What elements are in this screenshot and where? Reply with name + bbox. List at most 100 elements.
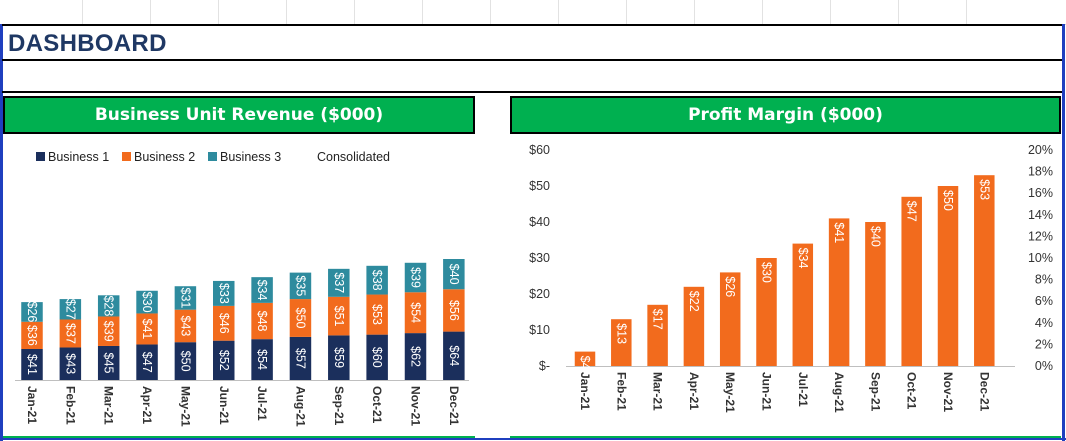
profit-chart-header: Profit Margin ($000) xyxy=(510,96,1061,134)
data-label: $31 xyxy=(178,288,192,309)
bar-business-2 xyxy=(136,313,158,345)
revenue-chart-header: Business Unit Revenue ($000) xyxy=(3,96,475,134)
bar-business-1 xyxy=(97,345,120,380)
bar-business-3 xyxy=(21,302,43,322)
y2-tick-label: 0% xyxy=(1035,359,1053,373)
y-tick-label: $60 xyxy=(529,143,550,157)
bar-business-3 xyxy=(328,268,350,297)
bar-business-3 xyxy=(59,299,82,320)
data-label: $28 xyxy=(102,295,116,316)
data-label: $35 xyxy=(293,275,307,296)
revenue-panel-bottom xyxy=(3,436,475,438)
bar-business-1 xyxy=(136,344,158,380)
bar-business-2 xyxy=(404,292,427,334)
data-label: $39 xyxy=(102,321,116,342)
bar-business-1 xyxy=(174,342,197,380)
y2-tick-label: 8% xyxy=(1035,273,1053,287)
bar-profit xyxy=(611,319,632,366)
data-label: $53 xyxy=(977,179,991,200)
data-label: $43 xyxy=(63,353,77,374)
sheet-gridline xyxy=(490,0,491,24)
sheet-gridline xyxy=(762,0,763,24)
bar-business-3 xyxy=(443,259,465,290)
dashboard-border-left xyxy=(0,24,3,441)
x-tick-label: Nov-21 xyxy=(941,372,955,412)
x-tick-label: Jul-21 xyxy=(796,372,810,407)
bar-business-3 xyxy=(136,290,158,314)
x-tick-label: Sep-21 xyxy=(868,372,882,412)
data-label: $57 xyxy=(293,348,307,369)
y-tick-label: $- xyxy=(539,359,550,373)
x-tick-label: Oct-21 xyxy=(370,386,384,424)
data-label: $30 xyxy=(140,292,154,313)
bar-business-3 xyxy=(366,265,388,295)
sheet-gridline xyxy=(626,0,627,24)
data-label: $4 xyxy=(578,356,592,370)
bar-profit xyxy=(647,304,668,366)
y2-tick-label: 12% xyxy=(1028,229,1053,243)
y2-tick-label: 18% xyxy=(1028,165,1053,179)
data-label: $37 xyxy=(63,323,77,344)
bar-profit xyxy=(974,175,995,366)
data-label: $45 xyxy=(102,353,116,374)
y-tick-label: $10 xyxy=(529,323,550,337)
profit-chart-title: Profit Margin ($000) xyxy=(688,105,883,125)
x-tick-label: Feb-21 xyxy=(614,372,628,411)
bar-business-1 xyxy=(328,335,350,380)
bar-business-2 xyxy=(366,294,388,335)
data-label: $50 xyxy=(941,190,955,211)
sheet-gridline xyxy=(150,0,151,24)
data-label: $22 xyxy=(687,291,701,312)
x-tick-label: Jul-21 xyxy=(255,386,269,421)
x-tick-label: Sep-21 xyxy=(332,386,346,426)
x-tick-label: Mar-21 xyxy=(651,372,665,411)
data-label: $62 xyxy=(409,346,423,367)
data-label: $40 xyxy=(447,264,461,285)
data-label: $30 xyxy=(760,262,774,283)
dashboard-title: DASHBOARD xyxy=(8,30,167,57)
sheet-gridline xyxy=(218,0,219,24)
sheet-gridline xyxy=(694,0,695,24)
data-label: $60 xyxy=(370,347,384,368)
data-label: $47 xyxy=(905,201,919,222)
data-label: $46 xyxy=(217,313,231,334)
bar-profit xyxy=(828,218,850,366)
data-label: $51 xyxy=(332,306,346,327)
sheet-gridline xyxy=(286,0,287,24)
data-label: $41 xyxy=(140,319,154,340)
legend-label-business-1: Business 1 xyxy=(48,150,109,164)
y2-tick-label: 10% xyxy=(1028,251,1053,265)
bar-business-1 xyxy=(59,347,82,380)
data-label: $59 xyxy=(332,347,346,368)
legend-swatch-business-1 xyxy=(36,152,45,161)
x-tick-label: Jun-21 xyxy=(217,386,231,425)
x-tick-label: Feb-21 xyxy=(63,386,77,425)
legend-label-consolidated: Consolidated xyxy=(317,150,390,164)
data-label: $38 xyxy=(370,270,384,291)
y2-tick-label: 4% xyxy=(1035,316,1053,330)
y-tick-label: $40 xyxy=(529,215,550,229)
profit-panel-bottom xyxy=(510,436,1061,438)
legend-label-business-2: Business 2 xyxy=(134,150,195,164)
data-label: $34 xyxy=(796,248,810,269)
bar-business-2 xyxy=(21,321,43,349)
data-label: $50 xyxy=(178,351,192,372)
x-tick-label: Jan-21 xyxy=(25,386,39,424)
bar-business-3 xyxy=(289,272,312,300)
bar-profit xyxy=(574,351,596,366)
data-label: $41 xyxy=(25,354,39,375)
bar-business-2 xyxy=(174,309,197,343)
data-label: $41 xyxy=(832,222,846,243)
data-label: $64 xyxy=(447,345,461,366)
data-label: $17 xyxy=(651,309,665,330)
legend-label-business-3: Business 3 xyxy=(220,150,281,164)
x-tick-label: Apr-21 xyxy=(140,386,154,424)
bar-business-1 xyxy=(404,333,427,380)
bar-profit xyxy=(937,186,959,366)
bar-profit xyxy=(719,272,741,366)
bar-business-2 xyxy=(443,289,465,332)
bar-business-1 xyxy=(21,348,43,380)
bar-business-2 xyxy=(97,316,120,346)
section-divider xyxy=(2,91,1062,93)
data-label: $54 xyxy=(409,302,423,323)
